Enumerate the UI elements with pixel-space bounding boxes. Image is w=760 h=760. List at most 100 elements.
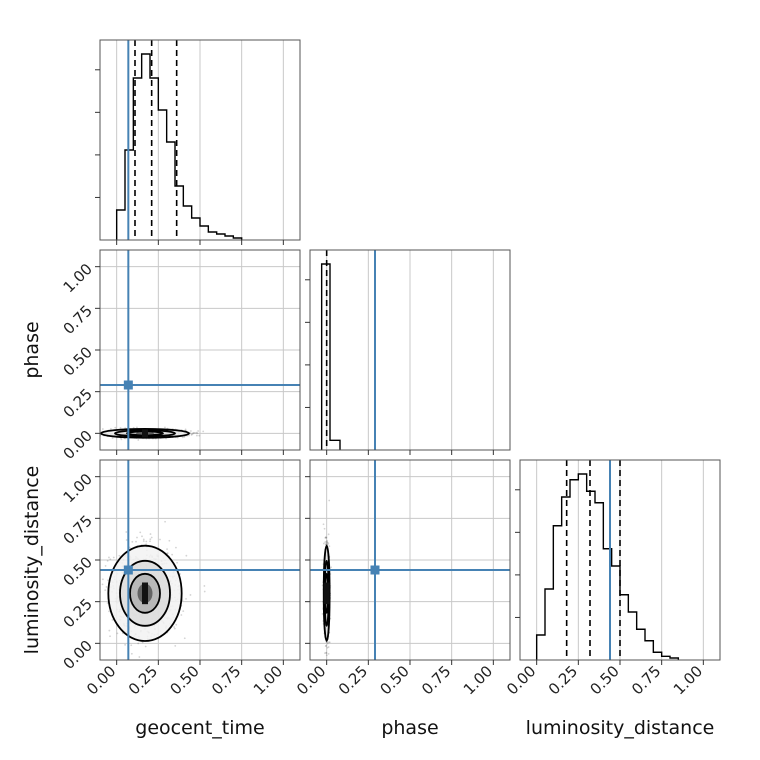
sample-point: [90, 429, 92, 431]
x-tick-label-geocent_time-2: 0.50: [166, 662, 202, 698]
sample-point: [120, 438, 123, 441]
sample-point: [108, 556, 110, 559]
sample-point: [325, 652, 328, 655]
sample-point: [195, 431, 198, 434]
mark-layer: [90, 40, 680, 660]
panel-luminosity_distance: [535, 460, 680, 660]
sample-point: [321, 613, 324, 615]
sample-point: [203, 585, 206, 587]
sample-point: [192, 431, 195, 434]
sample-point: [330, 566, 332, 569]
x-tick-label-geocent_time-3: 0.75: [208, 662, 244, 698]
sample-point: [96, 431, 98, 433]
sample-point: [136, 426, 138, 429]
x-tick-label-phase-3: 0.75: [418, 662, 454, 698]
sample-point: [198, 434, 201, 437]
sample-point: [144, 645, 147, 648]
sample-point: [119, 427, 122, 429]
injection-marker-geocent_time-vs-luminosity_distance: [123, 565, 133, 575]
sample-point: [164, 426, 166, 429]
x-tick-label-phase-1: 0.25: [335, 662, 371, 698]
sample-point: [142, 538, 145, 541]
sample-point: [135, 540, 137, 543]
sample-point: [141, 535, 143, 538]
density-peak-geocent_time-vs-phase: [142, 429, 148, 438]
sample-point: [110, 428, 112, 430]
x-tick-label-luminosity_distance-0: 0.00: [503, 662, 539, 698]
sample-point: [116, 632, 119, 635]
sample-point: [149, 533, 152, 535]
sample-point: [327, 533, 330, 536]
sample-point: [185, 597, 187, 600]
sample-point: [183, 637, 186, 640]
x-axis-label-geocent-time: geocent_time: [135, 717, 264, 739]
sample-point: [111, 437, 114, 440]
sample-point: [328, 641, 331, 644]
sample-point: [159, 538, 161, 541]
sample-point: [322, 523, 325, 526]
histogram-luminosity_distance: [535, 473, 680, 660]
sample-point: [171, 553, 174, 556]
sample-point: [326, 646, 329, 649]
sample-point: [176, 561, 179, 564]
sample-point: [174, 644, 177, 647]
sample-point: [145, 543, 148, 546]
x-tick-label-luminosity_distance-2: 0.50: [586, 662, 622, 698]
sample-point: [327, 652, 330, 655]
sample-point: [93, 587, 95, 589]
sample-point: [326, 641, 329, 644]
sample-point: [107, 579, 109, 582]
sample-point: [187, 434, 190, 437]
panel-geocent_time-vs-luminosity_distance: [93, 460, 300, 660]
sample-point: [324, 536, 327, 539]
sample-point: [325, 536, 328, 539]
histogram-geocent_time: [115, 53, 243, 240]
sample-point: [324, 543, 327, 546]
sample-point: [93, 431, 95, 433]
x-tick-label-geocent_time-4: 1.00: [250, 662, 286, 698]
sample-point: [145, 540, 148, 543]
sample-point: [192, 432, 195, 435]
sample-point: [203, 590, 206, 593]
sample-point: [97, 436, 99, 438]
x-tick-label-luminosity_distance-3: 0.75: [628, 662, 664, 698]
sample-point: [109, 558, 112, 561]
sample-point: [190, 434, 193, 436]
sample-point: [326, 541, 329, 544]
sample-point: [149, 538, 152, 541]
sample-point: [105, 586, 108, 588]
sample-point: [193, 432, 196, 434]
x-axis-label-phase: phase: [381, 717, 438, 739]
sample-point: [96, 431, 98, 433]
x-tick-label-phase-2: 0.50: [376, 662, 412, 698]
x-tick-label-luminosity_distance-4: 1.00: [670, 662, 706, 698]
y-tick-label-luminosity_distance-4: 1.00: [60, 470, 96, 506]
sample-point: [95, 576, 97, 578]
sample-point: [166, 552, 169, 555]
sample-point: [175, 546, 177, 549]
sample-point: [142, 540, 145, 543]
sample-point: [324, 541, 327, 544]
sample-point: [325, 536, 328, 539]
y-tick-label-phase-0: 0.00: [60, 427, 96, 463]
sample-point: [130, 644, 133, 647]
sample-point: [324, 645, 327, 648]
sample-point: [104, 565, 107, 567]
x-tick-label-phase-4: 1.00: [460, 662, 496, 698]
sample-point: [323, 527, 326, 530]
panel-geocent_time-vs-phase: [90, 250, 300, 450]
sample-point: [326, 642, 329, 645]
sample-point: [327, 646, 330, 648]
sample-point: [136, 536, 138, 539]
y-tick-label-luminosity_distance-3: 0.75: [60, 512, 96, 548]
sample-point: [101, 583, 104, 586]
x-tick-label-geocent_time-1: 0.25: [125, 662, 161, 698]
sample-point: [191, 433, 193, 436]
y-axis-label-luminosity-distance: luminosity_distance: [21, 466, 43, 655]
sample-point: [202, 430, 205, 433]
sample-point: [94, 573, 96, 575]
sample-point: [325, 654, 328, 657]
histogram-phase: [320, 263, 341, 450]
sample-point: [164, 520, 166, 523]
